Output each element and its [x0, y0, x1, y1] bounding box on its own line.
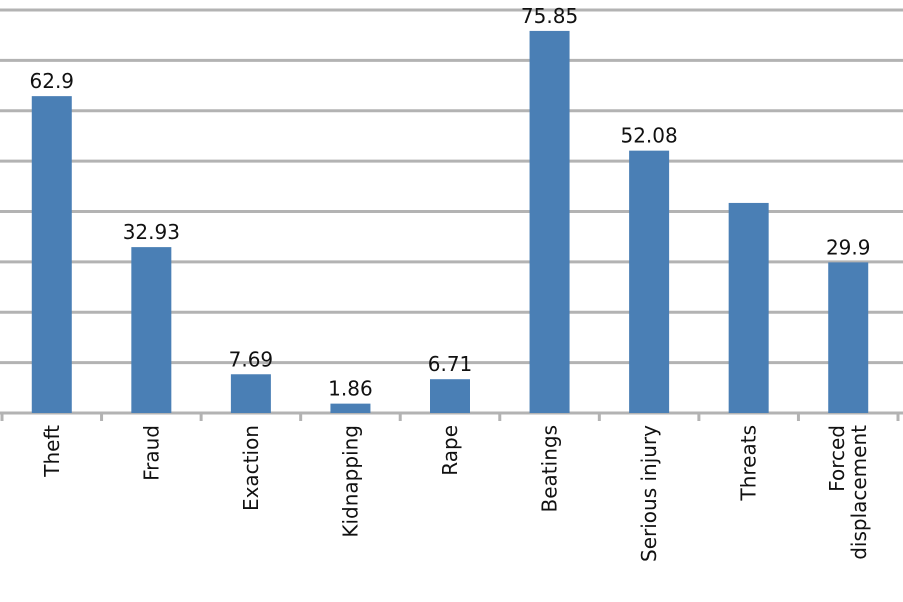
- x-tick-label: Kidnapping: [338, 425, 362, 538]
- data-label: 52.08: [620, 124, 677, 148]
- data-label: 32.93: [123, 220, 180, 244]
- x-tick-label: Theft: [40, 425, 64, 478]
- x-tick-label: Exaction: [239, 425, 263, 511]
- bar: [230, 374, 271, 413]
- x-tick-label: Beatings: [538, 425, 562, 512]
- bar: [828, 262, 869, 413]
- bar: [131, 247, 172, 413]
- bar: [430, 379, 470, 413]
- x-tick-label: Threats: [737, 425, 761, 502]
- label-line: displacement: [847, 425, 871, 560]
- data-label: 7.69: [229, 347, 274, 371]
- bar: [31, 96, 72, 414]
- x-tick-label: Forceddisplacement: [825, 425, 871, 560]
- label-line: Forced: [825, 425, 849, 492]
- data-label: 1.86: [328, 377, 373, 401]
- data-label: 29.9: [826, 235, 871, 259]
- x-tick-label: Rape: [438, 425, 462, 476]
- x-tick-label: Fraud: [139, 425, 163, 481]
- bar: [330, 403, 371, 413]
- bar: [629, 150, 670, 413]
- data-label: 75.85: [521, 4, 578, 28]
- data-label: 6.71: [428, 352, 473, 376]
- bar: [529, 30, 570, 413]
- data-label: 62.9: [30, 69, 75, 93]
- x-tick-label: Serious injury: [637, 425, 661, 562]
- bar: [728, 202, 769, 413]
